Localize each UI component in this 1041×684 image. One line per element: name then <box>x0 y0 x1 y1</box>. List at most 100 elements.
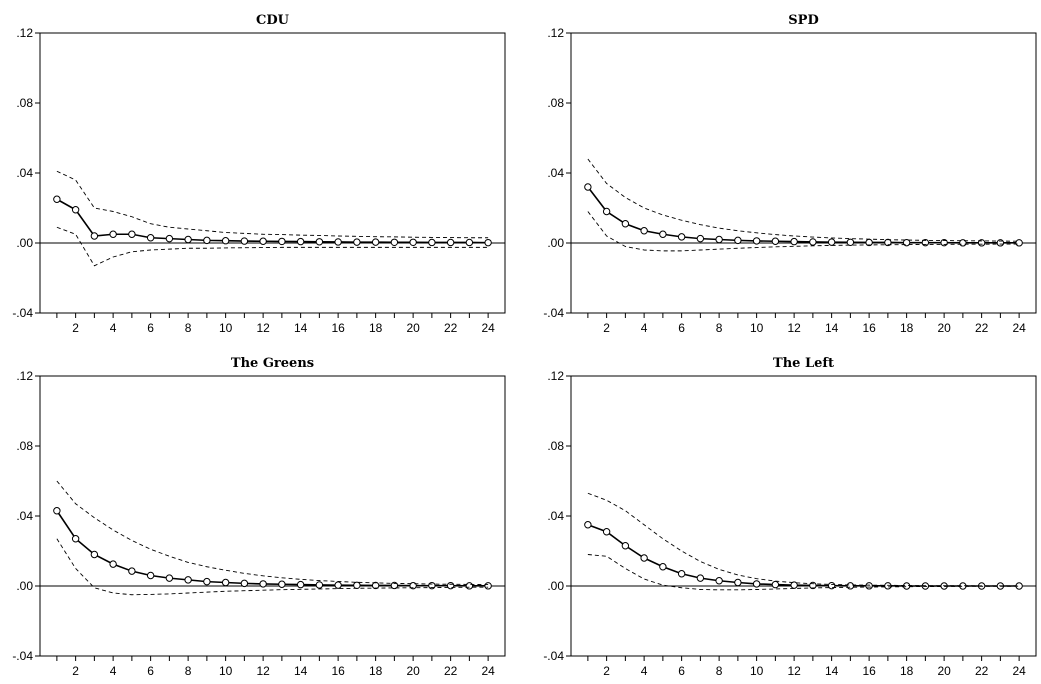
response-point <box>602 528 611 536</box>
x-tick-label: 6 <box>678 321 685 335</box>
response-point <box>278 580 286 588</box>
response-line <box>56 198 489 244</box>
response-point <box>621 542 630 550</box>
response-point <box>996 239 1005 247</box>
x-tick-label: 12 <box>256 664 270 678</box>
lower-band-line <box>587 554 1020 591</box>
x-tick-label: 2 <box>603 664 610 678</box>
y-tick-label: .04 <box>16 166 33 180</box>
x-tick-label: 4 <box>110 321 117 335</box>
x-tick-label: 10 <box>219 321 233 335</box>
response-point <box>465 238 474 247</box>
x-tick-label: 20 <box>406 664 420 678</box>
response-point <box>240 237 249 245</box>
response-point <box>827 238 836 246</box>
response-point <box>1015 239 1023 247</box>
response-point <box>334 238 342 246</box>
response-line <box>56 510 489 587</box>
response-point <box>128 230 136 238</box>
x-tick-label: 8 <box>185 321 192 335</box>
y-tick-label: -.04 <box>543 306 564 320</box>
response-point <box>353 238 361 246</box>
y-tick-label: -.04 <box>12 649 33 663</box>
x-tick-label: 18 <box>900 321 914 335</box>
response-point <box>109 230 117 238</box>
x-tick-label: 10 <box>750 664 764 678</box>
chart-title: The Left <box>773 356 834 371</box>
response-point <box>640 554 648 562</box>
response-point <box>165 574 174 582</box>
response-point <box>465 582 474 590</box>
response-point <box>90 550 99 559</box>
chart-panel: The Greens-.04.00.04.08.122 4 6 8 10 12 14 16 18… <box>12 356 506 678</box>
response-point <box>715 577 723 585</box>
y-tick-label: -.04 <box>12 306 33 320</box>
response-point <box>278 237 286 246</box>
response-point <box>221 237 230 245</box>
x-tick-label: 6 <box>147 321 154 335</box>
x-tick-label: 10 <box>219 664 233 678</box>
response-point <box>771 237 780 245</box>
response-point <box>146 234 155 242</box>
response-point <box>790 237 798 246</box>
response-point <box>659 563 667 571</box>
y-tick-label: .12 <box>547 369 564 383</box>
x-tick-label: 16 <box>331 321 345 335</box>
y-tick-label: .04 <box>16 509 33 523</box>
response-point <box>296 237 305 246</box>
response-point <box>390 581 399 590</box>
x-tick-label: 24 <box>1012 321 1026 335</box>
response-point <box>865 582 873 590</box>
response-point <box>677 233 686 241</box>
x-tick-label: 18 <box>369 321 383 335</box>
response-point <box>902 582 911 590</box>
response-point <box>696 234 705 243</box>
x-tick-label: 14 <box>294 321 308 335</box>
chart-panel: The Left-.04.00.04.08.122 4 6 8 10 12 14 16 18 20… <box>543 356 1037 678</box>
response-point <box>677 570 686 578</box>
lower-band-line <box>56 538 489 596</box>
response-point <box>53 507 61 515</box>
y-tick-label: .08 <box>16 96 33 110</box>
y-tick-label: .00 <box>547 236 564 250</box>
chart-panel: CDU-.04.00.04.08.122 4 6 8 10 12 14 16 18 20 22 24 <box>12 13 506 335</box>
x-tick-label: 22 <box>444 321 458 335</box>
chart-title: SPD <box>788 13 818 28</box>
x-tick-label: 20 <box>406 321 420 335</box>
response-point <box>165 234 174 243</box>
y-tick-label: .12 <box>547 26 564 40</box>
upper-band-line <box>56 170 489 239</box>
x-tick-label: 24 <box>481 321 495 335</box>
response-point <box>884 582 892 590</box>
response-point <box>184 235 192 244</box>
response-point <box>584 183 592 191</box>
response-point <box>240 579 249 588</box>
x-tick-label: 2 <box>72 664 79 678</box>
y-tick-label: .04 <box>547 509 564 523</box>
x-tick-label: 14 <box>294 664 308 678</box>
x-tick-label: 6 <box>678 664 685 678</box>
response-point <box>203 236 211 245</box>
x-tick-label: 8 <box>716 321 723 335</box>
response-point <box>296 580 305 589</box>
lower-band-line <box>587 211 1020 252</box>
x-tick-label: 16 <box>862 664 876 678</box>
upper-band-line <box>587 492 1020 587</box>
response-point <box>315 581 324 589</box>
response-point <box>334 581 342 589</box>
y-tick-label: .08 <box>547 439 564 453</box>
response-point <box>621 220 630 228</box>
response-point <box>734 578 742 587</box>
response-point <box>771 580 780 589</box>
x-tick-label: 22 <box>975 664 989 678</box>
response-point <box>640 227 648 235</box>
response-point <box>371 581 380 590</box>
upper-band-line <box>56 480 489 586</box>
response-point <box>484 582 492 590</box>
x-tick-label: 16 <box>331 664 345 678</box>
x-tick-label: 4 <box>110 664 117 678</box>
x-tick-label: 18 <box>369 664 383 678</box>
y-tick-label: .08 <box>16 439 33 453</box>
response-point <box>846 582 855 590</box>
response-point <box>71 206 80 214</box>
